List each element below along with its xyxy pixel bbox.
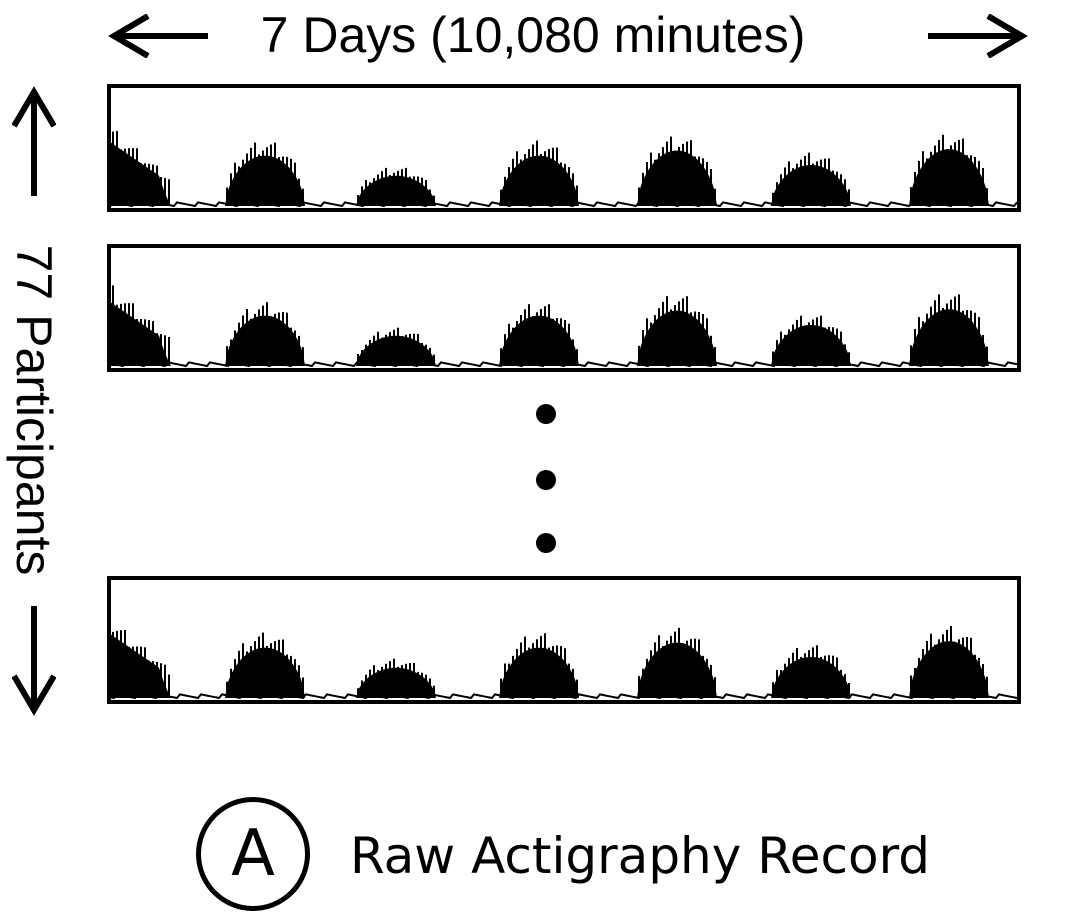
activity-burst-day-7 bbox=[909, 626, 989, 698]
down-arrow-icon bbox=[12, 606, 56, 716]
burst-envelope bbox=[499, 155, 579, 206]
activity-trace bbox=[111, 131, 1017, 208]
activity-burst-day-4 bbox=[499, 304, 579, 366]
activity-burst-day-4 bbox=[499, 633, 579, 698]
burst-envelope bbox=[771, 325, 851, 366]
activity-burst-day-1 bbox=[111, 629, 171, 698]
badge-letter: A bbox=[231, 817, 275, 891]
burst-envelope bbox=[356, 667, 436, 698]
activity-burst-day-3 bbox=[356, 658, 436, 698]
participants-label: 77 Participants bbox=[6, 245, 62, 576]
activity-burst-day-2 bbox=[225, 632, 305, 698]
activity-trace bbox=[111, 626, 1017, 700]
burst-envelope bbox=[909, 309, 989, 366]
burst-envelope bbox=[356, 175, 436, 206]
activity-burst-day-5 bbox=[637, 136, 717, 206]
burst-envelope bbox=[356, 335, 436, 366]
burst-envelope bbox=[225, 155, 305, 206]
burst-envelope bbox=[225, 315, 305, 366]
activity-burst-day-6 bbox=[771, 315, 851, 366]
actigraphy-panel-77 bbox=[107, 576, 1021, 704]
up-arrow-icon bbox=[12, 86, 56, 196]
ellipsis-dot bbox=[536, 533, 556, 553]
activity-burst-day-3 bbox=[356, 167, 436, 206]
panel-letter-badge: A bbox=[196, 797, 310, 911]
activity-burst-day-7 bbox=[909, 134, 989, 206]
burst-envelope bbox=[909, 641, 989, 698]
burst-envelope bbox=[499, 315, 579, 366]
activity-burst-day-5 bbox=[637, 296, 717, 366]
burst-envelope bbox=[909, 149, 989, 206]
burst-envelope bbox=[225, 647, 305, 698]
burst-envelope bbox=[637, 150, 717, 206]
burst-envelope bbox=[771, 165, 851, 206]
duration-label: 7 Days (10,080 minutes) bbox=[0, 0, 1066, 70]
activity-burst-day-2 bbox=[225, 302, 305, 366]
actigraphy-panel-1 bbox=[107, 84, 1021, 212]
activity-burst-day-1 bbox=[111, 285, 171, 366]
ellipsis-dot bbox=[536, 470, 556, 490]
activity-burst-day-1 bbox=[111, 131, 171, 206]
actigraphy-panel-2 bbox=[107, 244, 1021, 372]
activity-burst-day-6 bbox=[771, 152, 851, 206]
activity-burst-day-5 bbox=[637, 627, 717, 698]
activity-burst-day-4 bbox=[499, 140, 579, 206]
burst-envelope bbox=[499, 647, 579, 698]
figure-caption: Raw Actigraphy Record bbox=[350, 827, 930, 885]
right-arrow-icon bbox=[928, 14, 1028, 58]
activity-trace bbox=[111, 285, 1017, 368]
left-arrow-icon bbox=[108, 14, 208, 58]
activity-burst-day-2 bbox=[225, 142, 305, 206]
ellipsis-dot bbox=[536, 404, 556, 424]
burst-envelope bbox=[637, 310, 717, 366]
activity-burst-day-3 bbox=[356, 327, 436, 366]
burst-envelope bbox=[771, 657, 851, 698]
burst-envelope bbox=[637, 642, 717, 698]
activity-burst-day-7 bbox=[909, 294, 989, 366]
activity-burst-day-6 bbox=[771, 645, 851, 698]
participants-text: 77 Participants bbox=[6, 244, 62, 576]
duration-text: 7 Days (10,080 minutes) bbox=[260, 7, 806, 63]
